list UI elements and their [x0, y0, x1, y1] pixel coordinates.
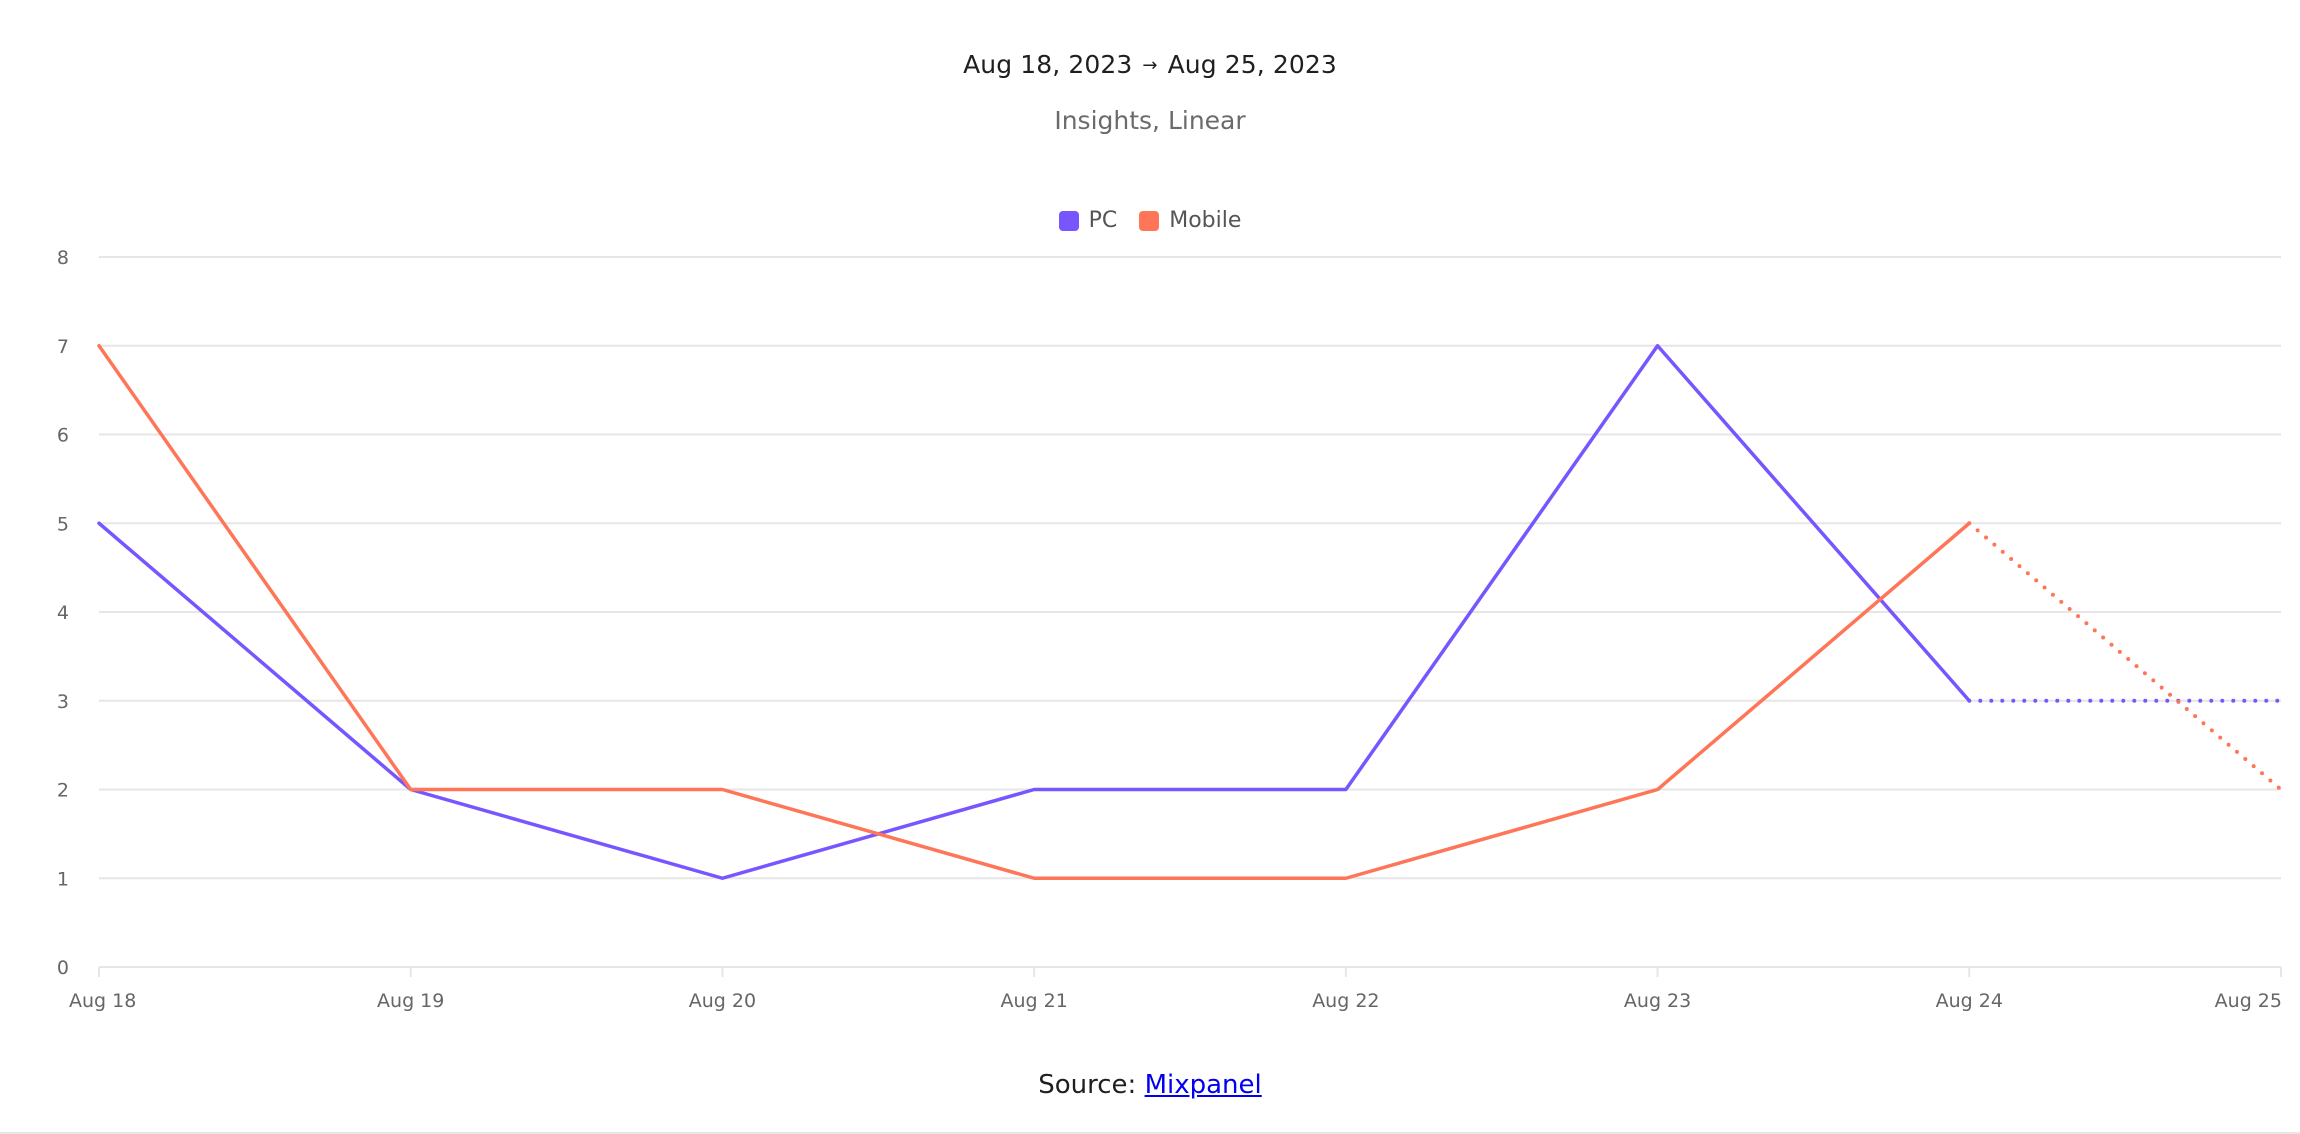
x-tick-label-aug-20: Aug 20: [689, 990, 756, 1012]
bottom-divider: [0, 1132, 2300, 1134]
x-tick-label-aug-21: Aug 21: [1000, 990, 1067, 1012]
legend-label-mobile: Mobile: [1169, 208, 1242, 233]
x-tick-label-aug-23: Aug 23: [1624, 990, 1691, 1012]
legend-swatch-mobile: [1139, 210, 1160, 231]
source-note: Source: Mixpanel: [0, 1070, 2300, 1100]
x-tick-label-aug-19: Aug 19: [377, 990, 444, 1012]
y-tick-label-3: 3: [57, 691, 69, 713]
legend-item-mobile[interactable]: Mobile: [1139, 208, 1241, 233]
source-label: Source:: [1038, 1070, 1137, 1100]
start-date: Aug 18, 2023: [963, 50, 1133, 79]
x-tick-label-aug-22: Aug 22: [1312, 990, 1379, 1012]
legend: PC Mobile: [0, 208, 2300, 233]
x-tick-label-aug-18: Aug 18: [69, 990, 136, 1012]
x-tick-label-aug-24: Aug 24: [1936, 990, 2003, 1012]
y-tick-label-5: 5: [57, 513, 69, 535]
chart-title: Aug 18, 2023 → Aug 25, 2023: [0, 50, 2300, 79]
y-tick-label-8: 8: [57, 247, 69, 269]
line-chart: 0 1 2 3 4 5 6 7 8 Aug 18 Aug 19 Aug 20 Aug 21 Aug 22 A…: [57, 247, 2283, 1012]
y-tick-label-1: 1: [57, 868, 69, 890]
legend-label-pc: PC: [1088, 208, 1118, 233]
y-tick-label-6: 6: [57, 425, 69, 447]
y-tick-label-0: 0: [57, 957, 69, 979]
arrow-right-icon: →: [1142, 55, 1158, 76]
series-projection-mobile: [1967, 521, 2283, 792]
series-line-mobile: [97, 344, 1972, 880]
x-tick-label-aug-25: Aug 25: [2215, 990, 2282, 1012]
end-date: Aug 25, 2023: [1167, 50, 1337, 79]
y-tick-label-7: 7: [57, 336, 69, 358]
y-tick-label-4: 4: [57, 602, 69, 624]
legend-swatch-pc: [1058, 210, 1079, 231]
source-link[interactable]: Mixpanel: [1144, 1070, 1262, 1100]
legend-item-pc[interactable]: PC: [1058, 208, 1118, 233]
chart-subtitle: Insights, Linear: [1054, 106, 1246, 135]
y-tick-label-2: 2: [57, 780, 69, 802]
